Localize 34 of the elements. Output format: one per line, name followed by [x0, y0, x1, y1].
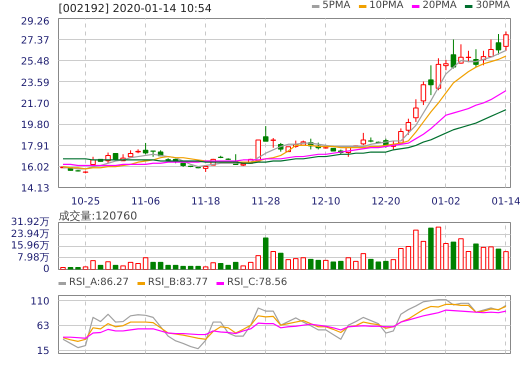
y-tick-label: 110 [30, 296, 50, 308]
y-tick-label: 31.92万 [10, 217, 50, 228]
legend-label: 10PMA [369, 0, 404, 11]
x-tick-label: 10-25 [71, 196, 100, 208]
x-tick-label: 11-28 [251, 196, 280, 208]
y-tick-label: 16.02 [20, 162, 50, 174]
x-tick-label: 12-20 [371, 196, 400, 208]
x-tick-label: 11-18 [191, 196, 220, 208]
y-tick-label: 7.98万 [17, 252, 50, 264]
y-tick-label: 15 [36, 346, 50, 358]
y-tick-label: 15.96万 [10, 240, 50, 252]
y-tick-label: 23.94万 [10, 228, 50, 240]
legend-label: 30PMA [476, 0, 510, 11]
legend-label: RSI_B:83.77 [148, 277, 208, 288]
x-tick-label: 12-10 [311, 196, 340, 208]
x-tick-label: 01-14 [491, 196, 520, 208]
legend-label: 5PMA [322, 0, 350, 11]
y-tick-label: 25.48 [20, 56, 50, 68]
chart-title: [002192] 2020-01-14 10:54 [58, 2, 212, 15]
y-tick-label: 63 [36, 321, 50, 332]
y-tick-label: 29.26 [20, 16, 50, 28]
y-tick-label: 14.13 [20, 184, 50, 194]
legend-label: RSI_C:78.56 [227, 277, 288, 288]
x-tick-label: 11-06 [131, 196, 160, 208]
y-tick-label: 27.37 [20, 36, 50, 47]
y-tick-label: 21.70 [20, 98, 50, 110]
legend-label: RSI_A:86.27 [69, 277, 129, 288]
chart-title: 成交量:120760 [58, 210, 138, 222]
y-tick-label: 17.91 [20, 141, 50, 152]
y-tick-label: 23.59 [20, 78, 50, 89]
legend-label: 20PMA [422, 0, 457, 11]
y-tick-label: 0 [43, 264, 50, 275]
x-tick-label: 01-02 [431, 196, 460, 208]
y-tick-label: 19.80 [20, 120, 50, 132]
